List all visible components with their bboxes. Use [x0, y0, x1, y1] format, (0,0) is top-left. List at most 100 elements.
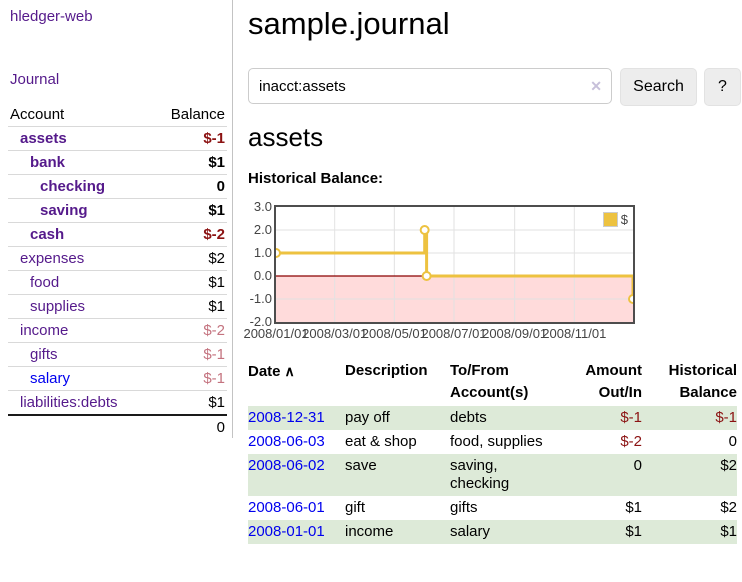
- account-balance: 0: [216, 178, 225, 195]
- account-link[interactable]: bank: [30, 154, 66, 171]
- account-balance: $-1: [203, 346, 225, 363]
- cell-description: pay off: [345, 409, 390, 426]
- x-axis-tick-label: 2008/11/01: [542, 326, 607, 341]
- description-column-header: Description: [345, 362, 428, 379]
- transaction-row: 2008-12-31 pay off debts $-1 $-1: [248, 406, 737, 430]
- account-link[interactable]: cash: [30, 226, 65, 243]
- account-link[interactable]: supplies: [30, 298, 86, 315]
- transaction-date-link[interactable]: 2008-06-01: [248, 499, 325, 516]
- date-column-header[interactable]: Date ∧: [248, 358, 345, 406]
- transaction-row: 2008-01-01 income salary $1 $1: [248, 520, 737, 544]
- cell-accounts: gifts: [450, 499, 478, 516]
- accounts-column-header: To/From Account(s): [450, 362, 529, 401]
- chart-legend: $: [602, 212, 628, 227]
- data-point-marker: [276, 248, 281, 258]
- transaction-date-link[interactable]: 2008-06-03: [248, 433, 325, 450]
- account-row: income $-2: [8, 318, 227, 343]
- account-link[interactable]: checking: [40, 178, 106, 195]
- accounts-table-header: Account Balance: [8, 103, 227, 127]
- account-link[interactable]: saving: [40, 202, 88, 219]
- accounts-table: Account Balance assets $-1 bank $1 checking 0…: [8, 103, 227, 439]
- cell-accounts: salary: [450, 523, 491, 540]
- page-title: sample.journal: [248, 6, 450, 41]
- sort-ascending-icon[interactable]: ∧: [284, 363, 295, 379]
- transaction-date-link[interactable]: 2008-12-31: [248, 409, 325, 426]
- account-balance: $-1: [203, 130, 225, 147]
- data-point-marker: [628, 294, 633, 304]
- account-link[interactable]: gifts: [30, 346, 58, 363]
- cell-accounts: saving, checking: [450, 457, 510, 492]
- cell-description: gift: [345, 499, 366, 516]
- account-row: bank $1: [8, 150, 227, 175]
- account-link[interactable]: assets: [20, 130, 67, 147]
- account-link[interactable]: salary: [30, 370, 71, 387]
- x-axis-tick-label: 2008/05/01: [361, 326, 427, 341]
- app-title-link[interactable]: hledger-web: [10, 8, 93, 25]
- cell-balance: $-1: [715, 409, 737, 426]
- account-row: supplies $1: [8, 294, 227, 319]
- account-balance: $-2: [203, 226, 225, 243]
- x-axis-tick-label: 2008/07/01: [421, 326, 487, 341]
- account-column-header: Account: [10, 106, 65, 123]
- cell-balance: $1: [720, 523, 737, 540]
- account-link[interactable]: liabilities:debts: [20, 394, 118, 411]
- y-axis-tick-label: -2.0: [249, 314, 272, 329]
- account-row: gifts $-1: [8, 342, 227, 367]
- amount-column-header: Amount Out/In: [585, 362, 642, 401]
- data-point-marker: [421, 271, 432, 281]
- transaction-date-link[interactable]: 2008-01-01: [248, 523, 325, 540]
- chart-plot-area: $: [274, 205, 635, 324]
- help-button[interactable]: ?: [704, 68, 741, 106]
- account-link[interactable]: income: [20, 322, 69, 339]
- search-input[interactable]: [248, 68, 612, 104]
- account-balance: $-2: [203, 322, 225, 339]
- sidebar-item-journal[interactable]: Journal: [10, 71, 60, 88]
- account-row: food $1: [8, 270, 227, 295]
- legend-swatch-icon: [602, 212, 618, 227]
- x-axis-tick-label: 2008/01/01: [243, 326, 309, 341]
- date-header-label: Date: [248, 363, 281, 380]
- chart-canvas: [276, 207, 633, 322]
- search-button[interactable]: Search: [620, 68, 697, 106]
- data-point-marker: [419, 225, 430, 235]
- balance-column-header-register: Historical Balance: [668, 362, 737, 401]
- cell-amount: $-2: [620, 433, 642, 450]
- cell-balance: $2: [720, 499, 737, 516]
- accounts-total-value: 0: [216, 419, 225, 436]
- y-axis-tick-label: 1.0: [253, 245, 272, 260]
- cell-description: eat & shop: [345, 433, 417, 450]
- main-content: sample.journal ✕ Search ? assets Histori…: [243, 0, 742, 582]
- account-row: cash $-2: [8, 222, 227, 247]
- account-row: expenses $2: [8, 246, 227, 271]
- cell-date: 2008-12-31: [248, 406, 345, 430]
- transaction-row: 2008-06-02 save saving, checking 0 $2: [248, 454, 737, 496]
- historical-balance-chart: $ 3.0 2.0 1.0 0.0 -1.0 -2.0 2008/01/01 2008/03/…: [243, 199, 668, 348]
- account-balance: $-1: [203, 370, 225, 387]
- y-axis-tick-label: 3.0: [253, 199, 272, 214]
- accounts-total-row: 0: [8, 415, 227, 439]
- account-row: salary $-1: [8, 366, 227, 391]
- cell-description: save: [345, 457, 377, 474]
- account-link[interactable]: expenses: [20, 250, 85, 267]
- account-row: saving $1: [8, 198, 227, 223]
- cell-amount: $1: [625, 523, 642, 540]
- x-axis-tick-label: 2008/03/01: [302, 326, 368, 341]
- cell-accounts: debts: [450, 409, 487, 426]
- y-axis-tick-label: 2.0: [253, 222, 272, 237]
- transaction-date-link[interactable]: 2008-06-02: [248, 457, 325, 474]
- balance-column-header: Balance: [170, 106, 225, 123]
- account-balance: $1: [208, 394, 225, 411]
- cell-balance: $2: [720, 457, 737, 474]
- cell-accounts: food, supplies: [450, 433, 543, 450]
- legend-label: $: [620, 212, 628, 227]
- clear-search-icon[interactable]: ✕: [590, 78, 602, 94]
- account-link[interactable]: food: [30, 274, 60, 291]
- cell-date: 2008-01-01: [248, 520, 345, 544]
- cell-description: income: [345, 523, 394, 540]
- account-row: checking 0: [8, 174, 227, 199]
- y-axis-tick-label: -1.0: [249, 291, 272, 306]
- transaction-row: 2008-06-01 gift gifts $1 $2: [248, 496, 737, 520]
- account-balance: $1: [208, 202, 225, 219]
- cell-amount: 0: [633, 457, 642, 474]
- cell-date: 2008-06-03: [248, 430, 345, 454]
